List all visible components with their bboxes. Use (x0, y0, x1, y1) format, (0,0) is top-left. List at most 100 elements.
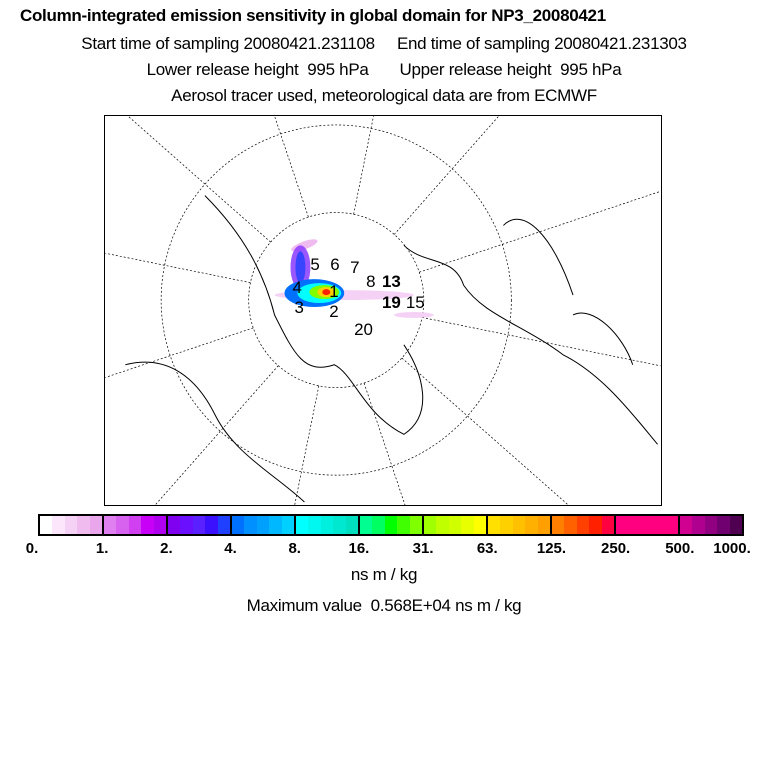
color-swatch (128, 516, 142, 534)
meridian-line (363, 382, 406, 505)
emission-plume (274, 239, 434, 318)
color-swatch (640, 516, 654, 534)
day-label: 20 (354, 320, 373, 339)
color-swatch (180, 516, 193, 534)
colorbar-segment (616, 516, 680, 534)
color-swatch (616, 516, 629, 534)
color-swatch (692, 516, 705, 534)
color-swatch (217, 516, 231, 534)
color-swatch (409, 516, 423, 534)
color-swatch (77, 516, 90, 534)
colorbar-segment (232, 516, 296, 534)
color-swatch (296, 516, 309, 534)
colorbar-tick: 4. (224, 540, 237, 557)
coastlines (125, 195, 658, 503)
colorbar-segment (680, 516, 743, 534)
colorbar-segment (296, 516, 360, 534)
color-swatch (141, 516, 154, 534)
color-swatch (601, 516, 615, 534)
color-swatch (448, 516, 462, 534)
meridian-line (419, 190, 661, 273)
meridian-line (105, 252, 251, 284)
color-swatch (384, 516, 398, 534)
color-swatch (552, 516, 565, 534)
color-swatch (500, 516, 513, 534)
day-label: 8 (366, 272, 375, 291)
colorbar-segment (168, 516, 232, 534)
color-swatch (512, 516, 526, 534)
color-swatch (397, 516, 410, 534)
color-swatch (104, 516, 117, 534)
day-label: 7 (350, 258, 359, 277)
colorbar-tick: 0. (25, 540, 39, 557)
colorbar-unit: ns m / kg (350, 565, 418, 584)
color-swatch (168, 516, 181, 534)
day-label: 3 (294, 298, 303, 317)
meridian-line (393, 116, 500, 235)
color-swatch (589, 516, 602, 534)
colorbar (38, 514, 744, 536)
meridian-line (401, 357, 569, 505)
color-swatch (461, 516, 474, 534)
color-swatch (89, 516, 103, 534)
color-swatch (40, 516, 53, 534)
color-swatch (704, 516, 718, 534)
color-swatch (576, 516, 590, 534)
colorbar-segment (488, 516, 552, 534)
colorbar-tick: 31. (412, 540, 434, 557)
color-swatch (244, 516, 257, 534)
colorbar-tick: 2. (160, 540, 173, 557)
release-heights: Lower release height 995 hPa Upper relea… (146, 60, 622, 79)
color-swatch (256, 516, 270, 534)
color-swatch (232, 516, 245, 534)
color-swatch (473, 516, 487, 534)
day-label: 2 (329, 302, 338, 321)
sampling-times: Start time of sampling 20080421.231108 E… (81, 34, 687, 53)
meridian-line (353, 116, 374, 215)
color-swatch (192, 516, 206, 534)
color-swatch (153, 516, 167, 534)
day-label: 19 (382, 293, 401, 312)
day-label: 6 (330, 255, 339, 274)
map-svg: 1 2 3 4 5 6 7 8 13 19 15 20 (105, 116, 661, 505)
plot-title: Column-integrated emission sensitivity i… (20, 6, 606, 25)
day-label: 5 (310, 255, 319, 274)
color-swatch (653, 516, 666, 534)
color-swatch (424, 516, 437, 534)
day-label: 4 (292, 278, 301, 297)
color-swatch (269, 516, 282, 534)
colorbar-segment (104, 516, 168, 534)
color-swatch (308, 516, 321, 534)
meridian-line (127, 116, 271, 243)
tracer-info: Aerosol tracer used, meteorological data… (171, 86, 597, 105)
colorbar-tick: 8. (288, 540, 301, 557)
color-swatch (488, 516, 501, 534)
color-swatch (333, 516, 346, 534)
polar-map: 1 2 3 4 5 6 7 8 13 19 15 20 (104, 115, 662, 506)
color-swatch (281, 516, 295, 534)
meridian-line (294, 385, 320, 505)
colorbar-segment (40, 516, 104, 534)
meridian-line (105, 327, 254, 378)
graticule (105, 116, 661, 505)
color-swatch (729, 516, 743, 534)
day-label: 15 (406, 293, 425, 312)
color-swatch (345, 516, 359, 534)
color-swatch (537, 516, 551, 534)
meridian-line (274, 116, 309, 218)
day-labels: 1 2 3 4 5 6 7 8 13 19 15 20 (292, 255, 424, 339)
colorbar-tick: 63. (476, 540, 498, 557)
colorbar-tick: 16. (348, 540, 370, 557)
color-swatch (360, 516, 373, 534)
color-swatch (628, 516, 641, 534)
colorbar-segment (360, 516, 424, 534)
colorbar-segment (552, 516, 616, 534)
color-swatch (665, 516, 679, 534)
color-swatch (205, 516, 218, 534)
color-swatch (64, 516, 78, 534)
colorbar-segment (424, 516, 488, 534)
colorbar-tick: 125. (536, 540, 567, 557)
color-swatch (320, 516, 334, 534)
colorbar-tick: 1. (95, 540, 109, 557)
color-swatch (717, 516, 730, 534)
